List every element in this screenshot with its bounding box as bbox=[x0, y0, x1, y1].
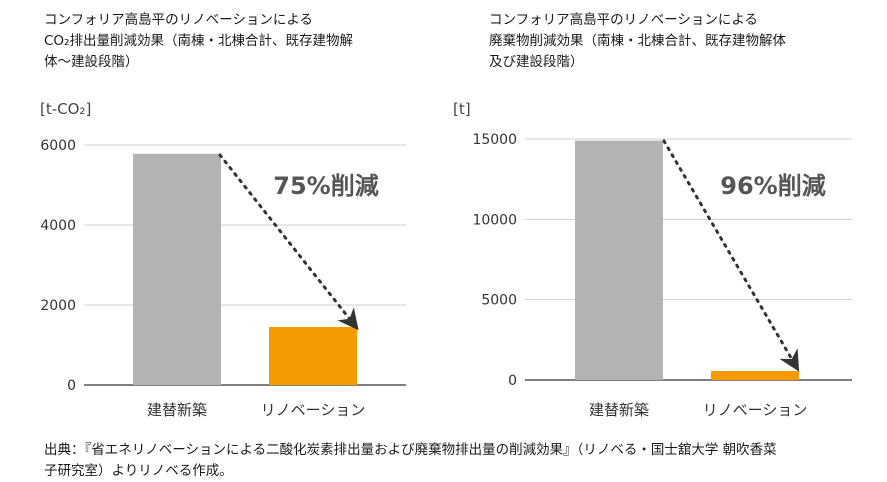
chart-2-unit-label: [t] bbox=[453, 100, 471, 118]
chart-1-unit-label: [t-CO₂] bbox=[40, 100, 92, 118]
chart-2-reduction-annotation: 96%削減 bbox=[720, 172, 825, 200]
chart-2-reduction-arrow bbox=[662, 139, 800, 372]
source-note: 出典：『省エネリノベーションによる二酸化炭素排出量および廃棄物排出量の削減効果』… bbox=[44, 440, 777, 482]
chart-1-category-label: 建替新築 bbox=[147, 401, 207, 419]
chart-2-title-line-1: コンフォリア高島平のリノベーションによる bbox=[489, 12, 758, 28]
chart-1-y-tick-label: 6000 bbox=[40, 138, 76, 154]
chart-1-title-line-1: コンフォリア高島平のリノベーションによる bbox=[44, 12, 313, 28]
chart-2-y-tick-label: 5000 bbox=[481, 293, 517, 309]
chart-2-y-tick-label: 15000 bbox=[472, 132, 517, 148]
chart-1-title-line-2: CO₂排出量削減効果（南棟・北棟合計、既存建物解 bbox=[44, 33, 353, 49]
chart-1-category-label: リノベーション bbox=[261, 401, 366, 419]
chart-2-title: コンフォリア高島平のリノベーションによる 廃棄物削減効果（南棟・北棟合計、既存建… bbox=[489, 10, 786, 73]
chart-1-title-line-3: 体〜建設段階） bbox=[44, 54, 139, 70]
chart-1: 0 2000 4000 6000 建替新築 リノベーション 75%削減 bbox=[40, 138, 406, 419]
chart-2-category-label: リノベーション bbox=[703, 401, 808, 419]
chart-2: 0 5000 10000 15000 建替新築 リノベーション 96%削減 bbox=[472, 132, 852, 419]
chart-1-y-tick-label: 0 bbox=[67, 378, 76, 394]
chart-1-reduction-arrow bbox=[218, 153, 359, 331]
chart-2-y-tick-label: 0 bbox=[508, 373, 517, 389]
source-line-2: 子研究室）よりリノベる作成。 bbox=[44, 463, 233, 479]
chart-2-title-line-3: 及び建設段階） bbox=[489, 54, 584, 70]
chart-2-category-label: 建替新築 bbox=[589, 401, 649, 419]
source-line-1: 出典：『省エネリノベーションによる二酸化炭素排出量および廃棄物排出量の削減効果』… bbox=[44, 442, 777, 458]
chart-2-bar-1 bbox=[575, 140, 663, 380]
chart-1-y-tick-label: 2000 bbox=[40, 298, 76, 314]
chart-1-reduction-annotation: 75%削減 bbox=[273, 172, 378, 200]
chart-2-y-tick-label: 10000 bbox=[472, 212, 517, 228]
chart-1-bar-2 bbox=[269, 327, 357, 385]
chart-2-title-line-2: 廃棄物削減効果（南棟・北棟合計、既存建物解体 bbox=[489, 33, 786, 49]
chart-1-y-tick-label: 4000 bbox=[40, 218, 76, 234]
chart-2-bar-2 bbox=[711, 371, 799, 380]
chart-1-title: コンフォリア高島平のリノベーションによる CO₂排出量削減効果（南棟・北棟合計、… bbox=[44, 10, 353, 73]
chart-1-bar-1 bbox=[133, 153, 221, 385]
